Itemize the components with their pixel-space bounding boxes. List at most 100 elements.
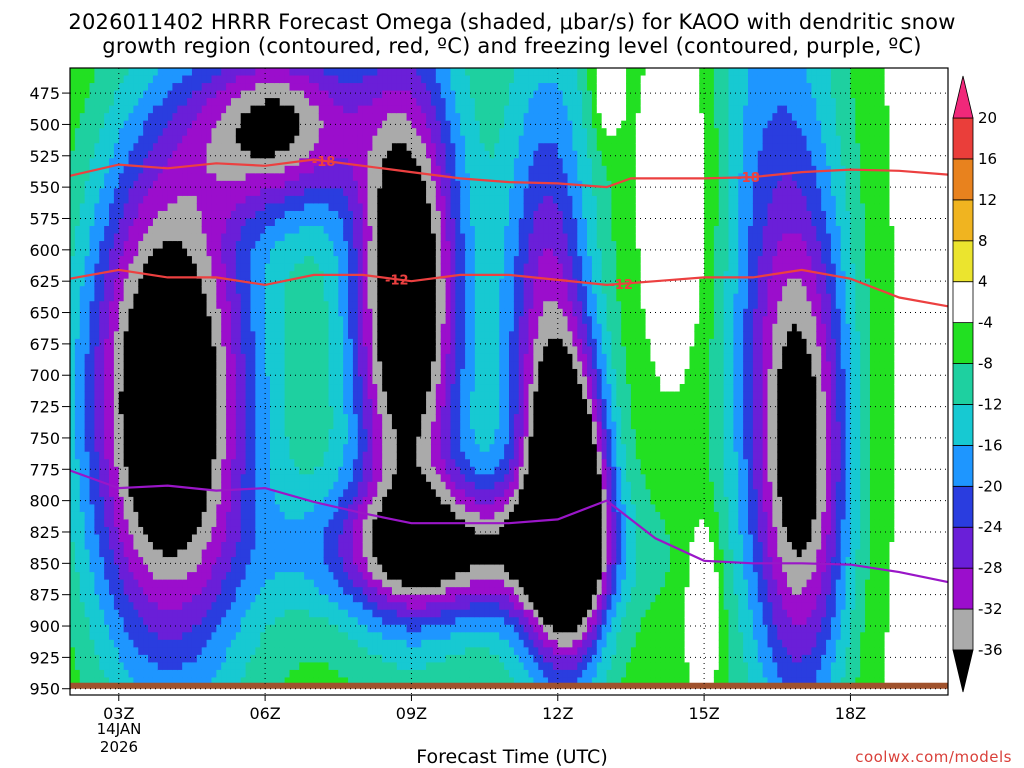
- omega-cell: [260, 233, 266, 242]
- omega-cell: [250, 68, 256, 77]
- omega-cell: [172, 173, 178, 182]
- omega-cell: [235, 609, 242, 618]
- omega-cell: [235, 135, 242, 144]
- omega-cell: [221, 113, 227, 122]
- omega-cell: [289, 677, 295, 686]
- omega-cell: [109, 83, 115, 92]
- omega-cell: [118, 173, 125, 182]
- omega-cell: [172, 135, 178, 144]
- omega-cell: [221, 481, 227, 490]
- omega-cell: [70, 158, 76, 167]
- omega-cell: [265, 451, 271, 460]
- omega-cell: [113, 241, 120, 250]
- omega-cell: [128, 617, 135, 626]
- omega-cell: [216, 474, 222, 483]
- omega-cell: [128, 75, 135, 84]
- omega-cell: [157, 384, 164, 393]
- omega-cell: [177, 444, 183, 453]
- omega-cell: [138, 301, 144, 310]
- omega-cell: [274, 188, 281, 197]
- omega-cell: [84, 526, 91, 536]
- omega-cell: [260, 271, 266, 280]
- omega-cell: [221, 180, 227, 189]
- omega-cell: [289, 602, 295, 611]
- omega-cell: [99, 68, 105, 77]
- omega-cell: [235, 323, 242, 332]
- omega-cell: [187, 526, 193, 536]
- omega-cell: [172, 384, 178, 393]
- omega-cell: [182, 346, 188, 355]
- omega-cell: [265, 399, 271, 408]
- omega-cell: [279, 241, 286, 250]
- omega-cell: [70, 587, 76, 596]
- omega-cell: [221, 504, 227, 513]
- omega-cell: [99, 135, 105, 144]
- omega-cell: [104, 165, 110, 174]
- omega-cell: [260, 218, 266, 227]
- omega-cell: [89, 632, 95, 641]
- omega-cell: [245, 308, 252, 317]
- omega-cell: [343, 263, 349, 272]
- omega-cell: [177, 323, 183, 332]
- omega-cell: [196, 406, 203, 415]
- omega-cell: [196, 384, 203, 393]
- omega-cell: [162, 278, 169, 287]
- omega-cell: [245, 150, 252, 159]
- omega-cell: [309, 203, 315, 212]
- omega-cell: [187, 256, 193, 265]
- omega-cell: [123, 677, 130, 686]
- omega-cell: [304, 226, 310, 235]
- omega-cell: [113, 271, 120, 280]
- omega-cell: [255, 504, 261, 513]
- omega-cell: [279, 519, 286, 528]
- omega-cell: [309, 278, 315, 287]
- omega-cell: [230, 128, 237, 137]
- omega-cell: [182, 308, 188, 317]
- omega-cell: [172, 301, 178, 310]
- omega-cell: [128, 135, 135, 144]
- omega-cell: [99, 120, 105, 129]
- omega-cell: [84, 639, 91, 648]
- omega-cell: [70, 429, 76, 438]
- omega-cell: [143, 271, 149, 280]
- omega-cell: [323, 384, 330, 393]
- omega-cell: [162, 210, 169, 220]
- omega-cell: [323, 632, 330, 641]
- omega-cell: [221, 323, 227, 332]
- omega-cell: [99, 301, 105, 310]
- omega-cell: [299, 511, 305, 521]
- omega-cell: [226, 587, 232, 596]
- omega-cell: [230, 308, 237, 317]
- omega-cell: [89, 489, 95, 498]
- omega-cell: [128, 451, 135, 460]
- omega-cell: [191, 572, 198, 581]
- omega-cell: [167, 624, 174, 633]
- omega-cell: [152, 662, 159, 671]
- omega-cell: [265, 90, 271, 99]
- omega-cell: [304, 519, 310, 528]
- omega-cell: [162, 406, 169, 415]
- omega-cell: [143, 135, 149, 144]
- omega-cell: [304, 83, 310, 92]
- omega-cell: [304, 203, 310, 212]
- omega-cell: [323, 594, 330, 603]
- omega-cell: [294, 406, 300, 415]
- omega-cell: [348, 301, 354, 310]
- omega-cell: [89, 549, 95, 558]
- omega-cell: [279, 534, 286, 543]
- omega-cell: [191, 564, 198, 573]
- omega-cell: [269, 143, 276, 152]
- omega-cell: [211, 263, 217, 272]
- omega-cell: [348, 414, 354, 423]
- omega-cell: [157, 346, 164, 355]
- omega-cell: [216, 188, 222, 197]
- omega-cell: [191, 391, 198, 400]
- omega-cell: [177, 301, 183, 310]
- omega-cell: [79, 331, 86, 340]
- omega-cell: [338, 226, 344, 235]
- omega-cell: [230, 511, 237, 521]
- omega-cell: [133, 466, 139, 475]
- omega-cell: [284, 647, 291, 656]
- omega-cell: [133, 459, 139, 468]
- omega-cell: [294, 436, 300, 445]
